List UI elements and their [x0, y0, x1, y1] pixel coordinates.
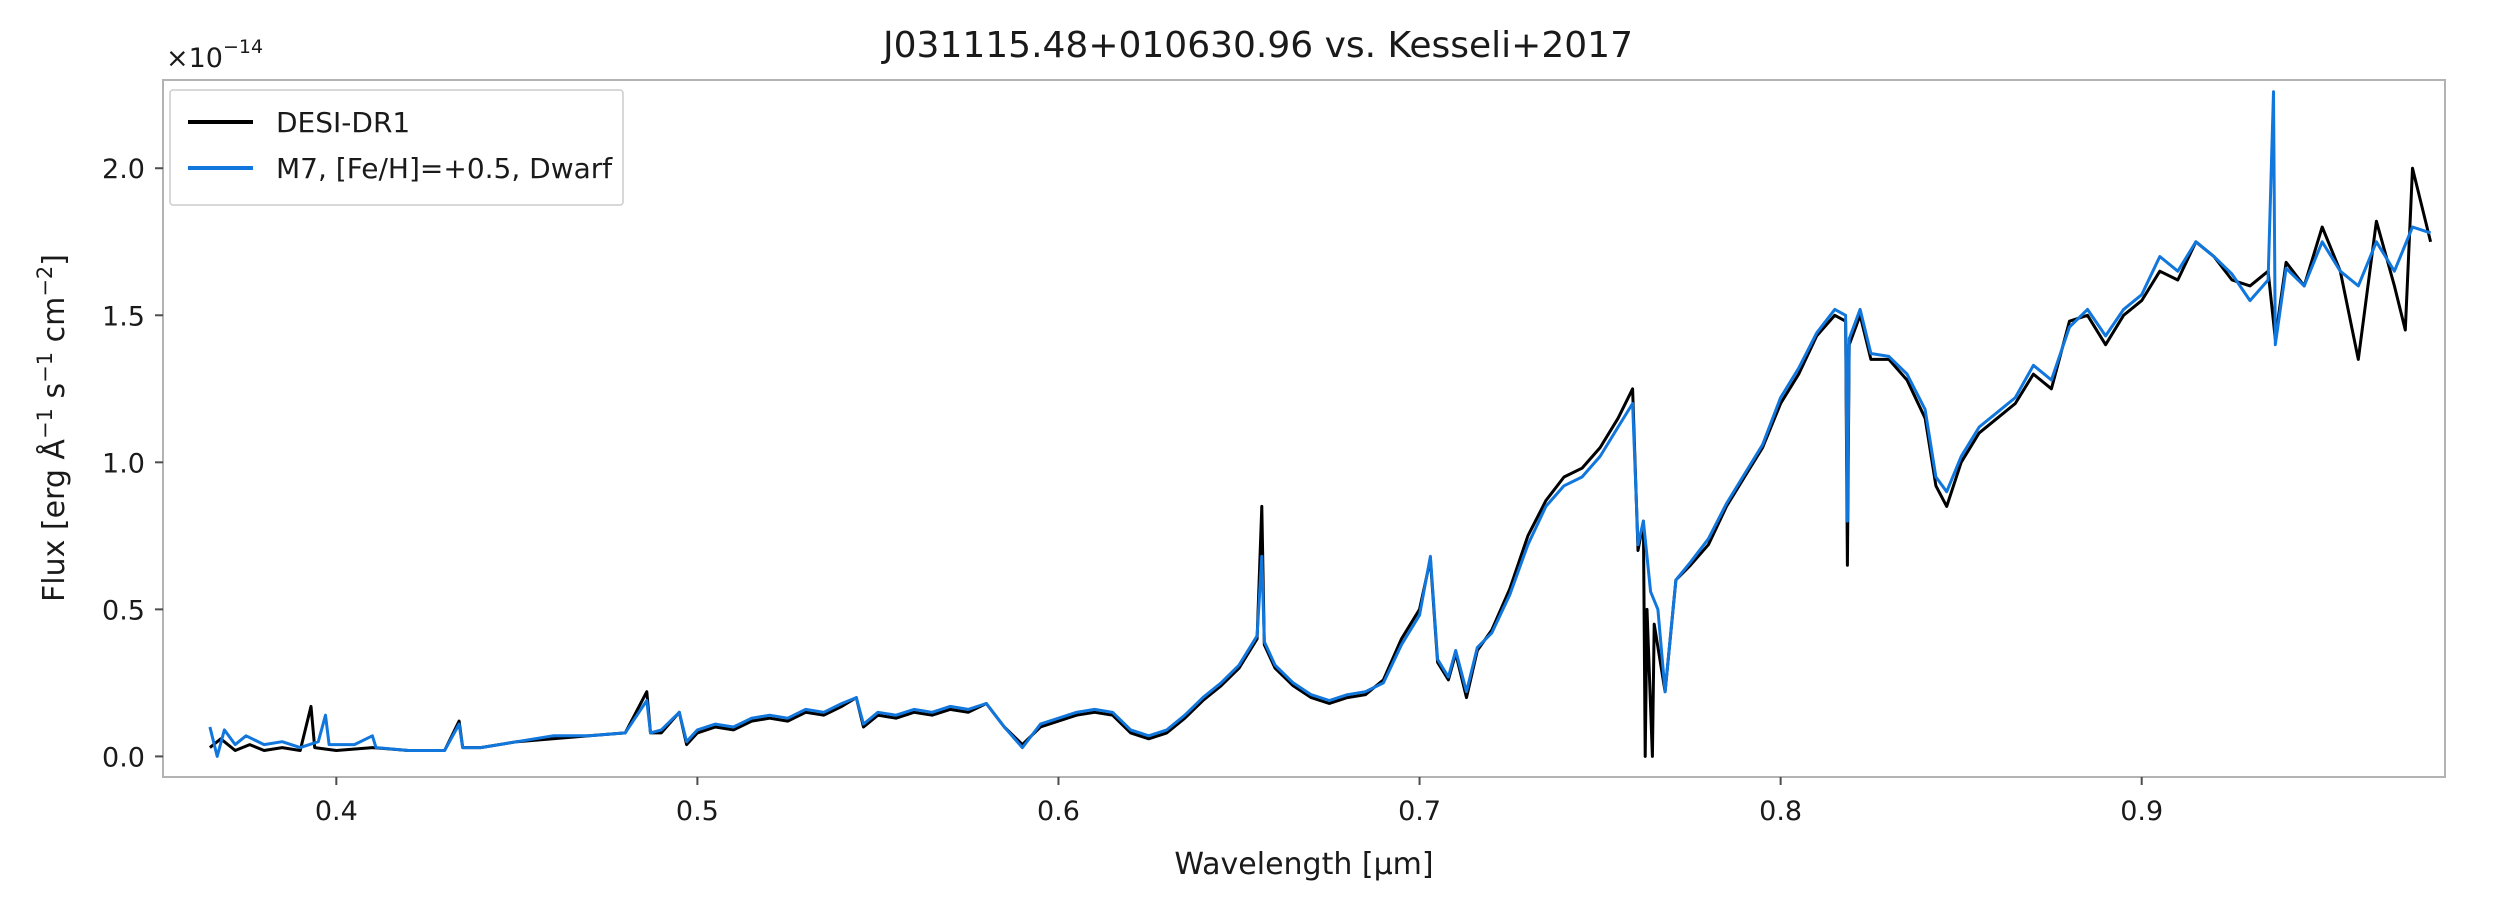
y-axis-ticks: 0.0 0.5 1.0 1.5 2.0	[102, 154, 163, 773]
plot-frame	[162, 79, 2446, 778]
series-line-template	[208, 90, 2432, 758]
y-tick-label: 2.0	[102, 154, 145, 185]
y-offset-exponent: −14	[223, 36, 263, 58]
x-tick-label: 0.8	[1759, 796, 1802, 827]
y-tick-label: 1.0	[102, 448, 145, 479]
x-tick-label: 0.9	[2120, 796, 2163, 827]
legend: DESI-DR1 M7, [Fe/H]=+0.5, Dwarf	[169, 89, 624, 206]
y-tick-label: 0.5	[102, 595, 145, 626]
legend-label-desi: DESI-DR1	[276, 106, 410, 139]
y-axis-label: Flux [erg Å−1 s−1 cm−2]	[33, 254, 72, 602]
legend-box	[169, 89, 624, 206]
x-axis-label: Wavelength [µm]	[1174, 847, 1433, 882]
svg-text:×10−14: ×10−14	[166, 36, 263, 74]
x-tick-label: 0.7	[1398, 796, 1441, 827]
y-tick-label: 1.5	[102, 301, 145, 332]
x-tick-label: 0.5	[676, 796, 719, 827]
chart-title: J031115.48+010630.96 vs. Kesseli+2017	[881, 25, 1633, 66]
x-tick-label: 0.4	[315, 796, 358, 827]
y-offset-base: ×10	[166, 43, 223, 74]
x-tick-label: 0.6	[1037, 796, 1080, 827]
y-offset-text: ×10−14	[166, 36, 263, 74]
y-tick-label: 0.0	[102, 742, 145, 773]
legend-label-template: M7, [Fe/H]=+0.5, Dwarf	[276, 152, 613, 185]
x-axis-ticks: 0.4 0.5 0.6 0.7 0.8 0.9	[315, 777, 2163, 827]
series-lines	[208, 90, 2433, 758]
